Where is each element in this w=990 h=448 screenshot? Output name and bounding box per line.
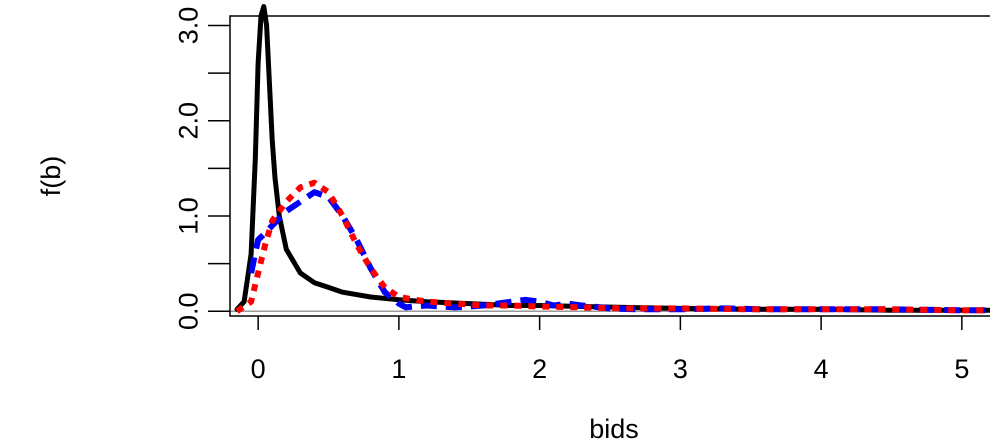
y-axis-title: f(b) — [36, 156, 66, 197]
series-line-2-dashed — [248, 189, 990, 314]
series-line-1-solid — [234, 4, 990, 313]
x-tick-label: 3 — [673, 354, 688, 384]
x-tick-label: 1 — [391, 354, 406, 384]
y-tick-label: 3.0 — [173, 7, 203, 45]
x-tick-label: 2 — [532, 354, 547, 384]
x-tick-label: 5 — [954, 354, 969, 384]
x-tick-label: 0 — [251, 354, 266, 384]
series-line-3-dotted — [235, 179, 990, 314]
x-tick-label: 4 — [814, 354, 829, 384]
y-tick-label: 1.0 — [173, 197, 203, 235]
plot-frame — [229, 15, 990, 317]
y-tick-label: 2.0 — [173, 102, 203, 140]
y-tick-label: 0.0 — [173, 292, 203, 330]
x-axis-title: bids — [589, 414, 639, 444]
